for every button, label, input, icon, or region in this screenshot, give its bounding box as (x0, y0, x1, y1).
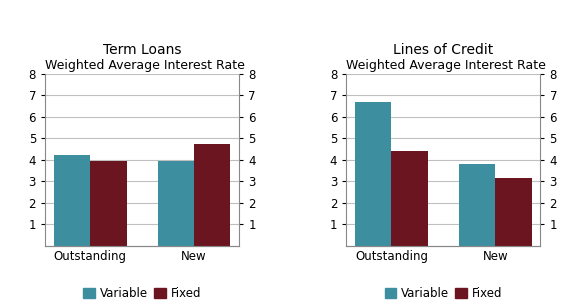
Title: Term Loans: Term Loans (103, 43, 181, 57)
Legend: Variable, Fixed: Variable, Fixed (79, 282, 205, 305)
Bar (495, 178, 531, 246)
Title: Lines of Credit: Lines of Credit (393, 43, 493, 57)
Bar (459, 164, 495, 246)
Bar (355, 102, 391, 246)
Text: Weighted Average Interest Rate: Weighted Average Interest Rate (45, 59, 245, 72)
Bar (54, 155, 90, 246)
Bar (391, 151, 428, 246)
Bar (194, 144, 230, 246)
Text: Weighted Average Interest Rate: Weighted Average Interest Rate (346, 59, 546, 72)
Legend: Variable, Fixed: Variable, Fixed (380, 282, 507, 305)
Bar (90, 161, 127, 246)
Bar (158, 161, 194, 246)
